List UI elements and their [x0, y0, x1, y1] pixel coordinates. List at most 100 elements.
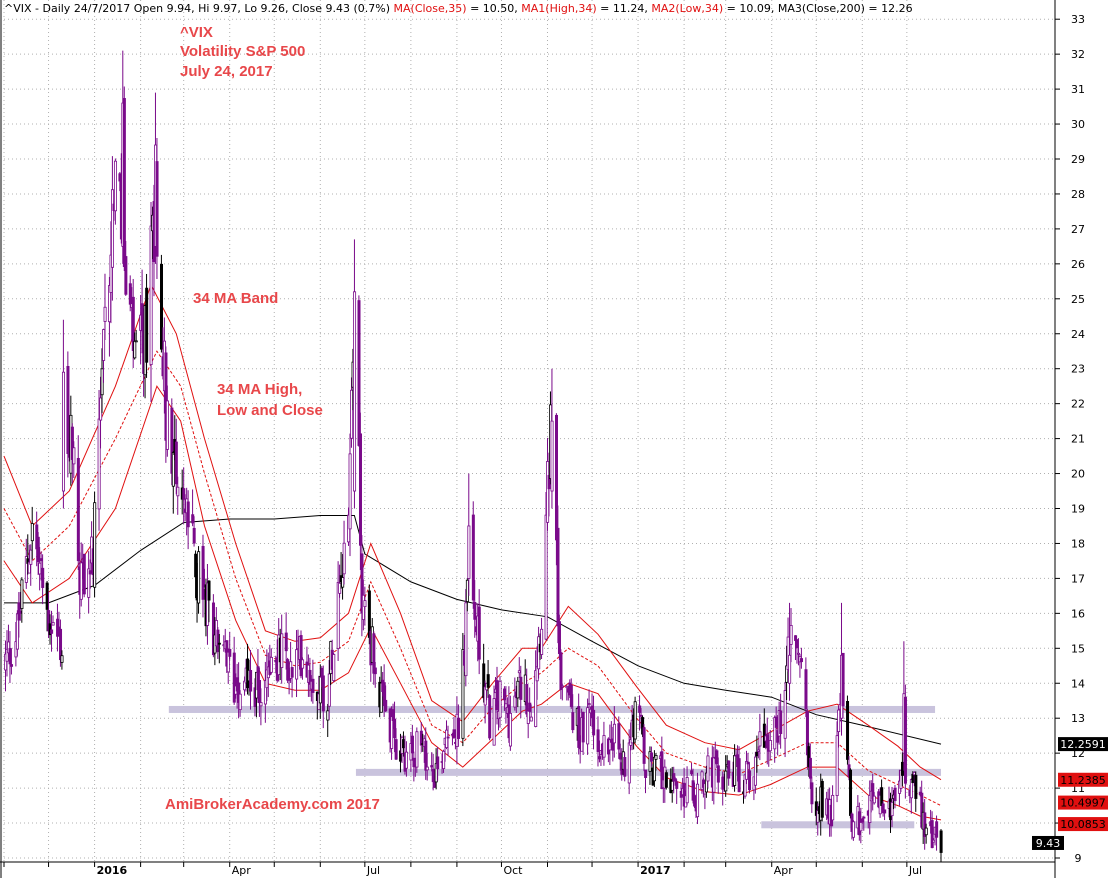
candle-body	[419, 730, 423, 746]
candle-body	[581, 711, 585, 743]
candle-body	[746, 761, 750, 765]
candle-body	[357, 300, 361, 446]
candle-body	[280, 633, 284, 668]
candle-body	[36, 536, 40, 563]
candle-body	[61, 371, 65, 492]
price-box	[1032, 835, 1064, 850]
header-ma1-value: = 11.24,	[597, 2, 652, 15]
candle-body	[783, 690, 787, 739]
price-box-label: 9.43	[1036, 837, 1061, 850]
candle-body	[372, 633, 376, 674]
candle-body	[675, 781, 679, 789]
candle-body	[650, 752, 654, 762]
candle-body	[571, 712, 575, 731]
candle-body	[436, 756, 440, 770]
candle-body	[338, 582, 342, 594]
candle-body	[930, 820, 934, 848]
candle-body	[128, 283, 132, 305]
candle-body	[544, 514, 548, 640]
candle-body	[238, 693, 242, 711]
candle-body	[880, 787, 884, 806]
candle-body	[30, 523, 34, 542]
candle-body	[111, 189, 115, 268]
price-box	[1058, 795, 1108, 810]
candle-body	[664, 772, 668, 788]
candle-body	[216, 629, 220, 653]
header-ma2-value: = 10.09,	[723, 2, 778, 15]
candle-body	[716, 765, 720, 783]
candle-body	[192, 527, 196, 544]
candle-body	[361, 594, 365, 620]
candle-body	[299, 635, 303, 677]
candle-body	[540, 628, 544, 655]
x-tick-label: 2017	[640, 864, 671, 877]
ma200-series	[4, 515, 942, 745]
candle-body	[893, 787, 897, 802]
candle-body	[587, 703, 591, 705]
price-box-label: 11.2385	[1060, 774, 1106, 787]
candle-body	[149, 225, 153, 365]
candle-body	[820, 780, 824, 818]
candle-body	[284, 632, 288, 652]
candle-body	[321, 675, 325, 712]
candle-body	[670, 780, 674, 791]
candle-body	[29, 549, 33, 565]
candle-body	[508, 712, 512, 747]
price-box	[1058, 817, 1108, 832]
candle-body	[592, 709, 596, 736]
candle-body	[197, 551, 201, 604]
candle-body	[18, 610, 22, 614]
candle-body	[529, 716, 533, 722]
candle-body	[311, 678, 315, 693]
candle-body	[318, 676, 322, 704]
y-tick-label: 28	[1071, 188, 1085, 201]
header-ma2-label: MA2(Low,34)	[651, 2, 723, 15]
candle-body	[617, 723, 621, 750]
candle-body	[232, 652, 236, 703]
candle-body	[259, 702, 263, 707]
candle-body	[79, 562, 83, 600]
candle-body	[841, 652, 845, 707]
candle-body	[165, 400, 169, 450]
y-tick-label: 17	[1071, 572, 1085, 585]
candle-body	[327, 673, 331, 707]
candle-body	[100, 368, 104, 396]
candle-body	[10, 664, 14, 667]
candle-body	[525, 683, 529, 715]
y-tick-label: 9	[1075, 852, 1082, 865]
price-box-label: 12.2591	[1060, 738, 1106, 751]
candle-body	[60, 655, 64, 663]
candle-body	[900, 761, 904, 776]
candle-body	[342, 542, 346, 575]
candle-body	[537, 636, 541, 670]
candle-body	[446, 736, 450, 739]
candle-body	[851, 821, 855, 838]
candle-body	[519, 676, 523, 700]
candle-body	[93, 502, 97, 588]
price-box-label: 10.4997	[1060, 797, 1106, 810]
candle-body	[837, 709, 841, 733]
ma-close-series	[3, 350, 942, 807]
candles	[4, 50, 943, 862]
candle-body	[59, 628, 63, 661]
candle-body	[102, 329, 106, 361]
price-boxes: 12.2591 11.2385 10.4997 10.0853 9.43	[1032, 737, 1108, 850]
x-tick-label: Jul	[908, 864, 922, 877]
candle-body	[727, 760, 731, 779]
candle-body	[461, 649, 465, 739]
annotation-title-name: Volatility S&P 500	[180, 43, 305, 60]
candle-body	[442, 750, 446, 769]
candle-body	[690, 770, 694, 775]
candle-body	[384, 699, 388, 712]
candle-body	[860, 818, 864, 823]
candle-body	[393, 718, 397, 739]
ma34-band	[3, 283, 942, 821]
candle-body	[903, 696, 907, 784]
candle-body	[565, 686, 569, 689]
y-tick-label: 21	[1071, 433, 1085, 446]
candle-body	[800, 658, 804, 663]
annotation-ma-hlc-1: 34 MA High,	[217, 381, 302, 398]
candle-body	[473, 602, 477, 620]
ma-low-series	[3, 385, 942, 821]
x-tick-label: 2016	[97, 864, 128, 877]
